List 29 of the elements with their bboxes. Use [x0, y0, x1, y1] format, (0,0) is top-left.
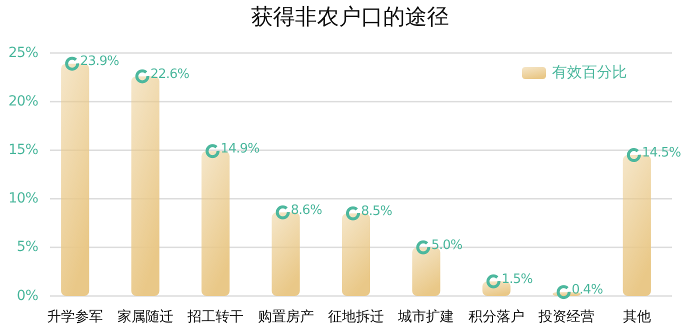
data-label: 0.4%: [572, 282, 603, 298]
data-label: 8.6%: [290, 202, 322, 218]
y-tick-label: 15%: [8, 142, 38, 158]
data-label: 5.0%: [431, 238, 462, 253]
data-label: 1.5%: [501, 272, 533, 287]
x-tick-label: 家属随迁: [117, 309, 174, 325]
y-tick-label: 20%: [8, 93, 38, 110]
data-label: 14.9%: [220, 142, 260, 157]
x-tick-label: 其他: [622, 309, 651, 325]
bar: [622, 155, 651, 296]
x-tick-label: 升学参军: [47, 309, 104, 325]
x-tick-label: 积分落户: [468, 309, 524, 325]
x-tick-label: 城市扩建: [397, 309, 454, 325]
y-tick-label: 10%: [8, 190, 38, 207]
data-label: 23.9%: [80, 54, 120, 70]
bar: [202, 151, 230, 296]
y-tick-label: 0%: [16, 288, 38, 304]
chart-title: 获得非农户口的途径: [251, 5, 449, 30]
data-label: 8.5%: [361, 204, 392, 219]
data-label: 22.6%: [150, 66, 190, 82]
x-tick-label: 投资经营: [538, 309, 595, 325]
x-tick-label: 征地拆迁: [328, 309, 384, 325]
x-tick-label: 购置房产: [258, 309, 314, 325]
x-tick-label: 招工转干: [186, 309, 244, 325]
y-tick-label: 25%: [8, 44, 38, 61]
data-label: 14.5%: [642, 146, 681, 161]
y-tick-label: 5%: [16, 239, 38, 256]
legend-label: 有效百分比: [552, 63, 627, 82]
bar: [61, 64, 90, 296]
